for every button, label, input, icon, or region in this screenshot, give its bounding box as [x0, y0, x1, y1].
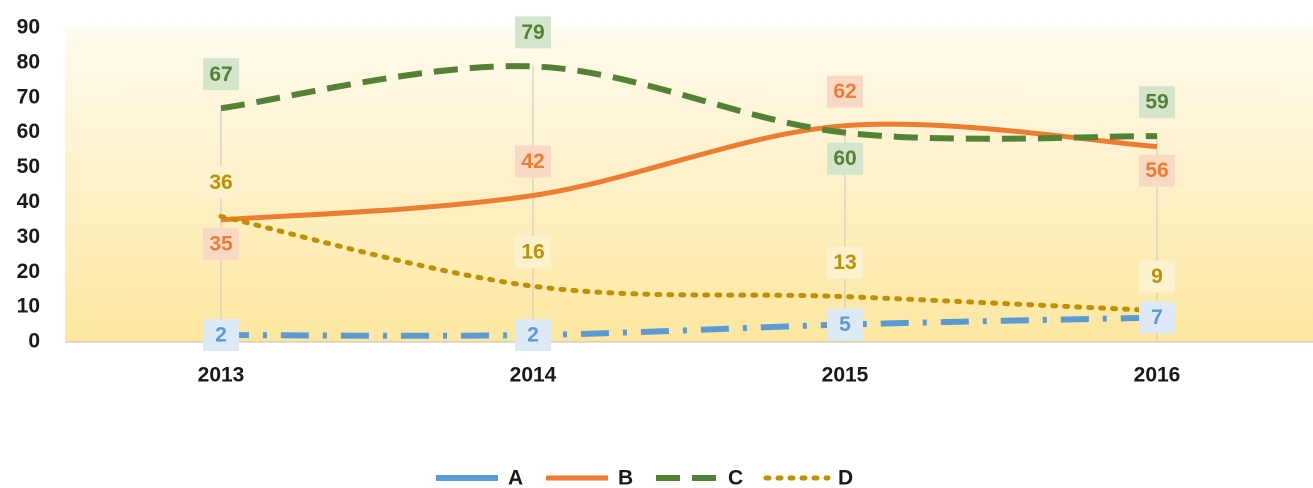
data-label: 42: [521, 150, 544, 173]
data-label: 5: [839, 313, 851, 336]
data-label: 60: [833, 147, 856, 170]
data-label-box: [203, 166, 239, 199]
x-tick-label: 2013: [198, 364, 245, 387]
data-label: 56: [1145, 159, 1168, 182]
y-tick-label: 60: [17, 120, 40, 143]
y-tick-label: 10: [17, 295, 40, 318]
data-label-box: [203, 58, 239, 91]
data-label: 59: [1145, 91, 1168, 114]
data-label-box: [515, 16, 551, 49]
data-label: 9: [1151, 265, 1163, 288]
data-label-box: [203, 319, 239, 352]
data-label-box: [827, 75, 863, 108]
data-label: 13: [833, 251, 856, 274]
data-label-box: [1139, 86, 1175, 119]
x-tick-label: 2016: [1134, 364, 1181, 387]
data-label-box: [1139, 301, 1175, 334]
data-label-box: [827, 308, 863, 341]
data-label: 67: [209, 63, 232, 86]
y-tick-label: 70: [17, 85, 40, 108]
series-line: [220, 314, 1158, 339]
x-tick-label: 2014: [510, 364, 557, 387]
data-label-box: [515, 236, 551, 269]
y-tick-label: 20: [17, 260, 40, 283]
y-tick-label: 90: [17, 16, 40, 39]
y-tick-label: 0: [28, 330, 40, 353]
legend-label: B: [618, 467, 633, 488]
y-tick-label: 50: [17, 155, 40, 178]
data-label-box: [1139, 260, 1175, 293]
legend-label: A: [508, 467, 523, 488]
data-label-box: [515, 145, 551, 178]
data-label-box: [203, 227, 239, 260]
legend-label: C: [728, 467, 743, 488]
y-tick-label: 80: [17, 50, 40, 73]
data-label: 35: [209, 232, 233, 255]
series-line: [220, 63, 1158, 142]
x-tick-label: 2015: [822, 364, 869, 387]
data-label-box: [1139, 154, 1175, 187]
data-label: 36: [209, 171, 232, 194]
y-tick-label: 40: [17, 190, 40, 213]
series-line: [220, 121, 1158, 223]
plot-background: [65, 28, 1313, 342]
data-label: 2: [527, 324, 539, 347]
series-line: [218, 213, 1160, 314]
data-label: 79: [521, 21, 544, 44]
data-label-box: [827, 246, 863, 279]
y-tick-label: 30: [17, 225, 40, 248]
data-label: 7: [1151, 306, 1163, 329]
data-label: 16: [521, 241, 544, 264]
legend-label: D: [838, 467, 853, 488]
data-label-box: [827, 142, 863, 175]
data-label: 62: [833, 80, 856, 103]
data-label: 2: [215, 324, 227, 347]
data-label-box: [515, 319, 551, 352]
